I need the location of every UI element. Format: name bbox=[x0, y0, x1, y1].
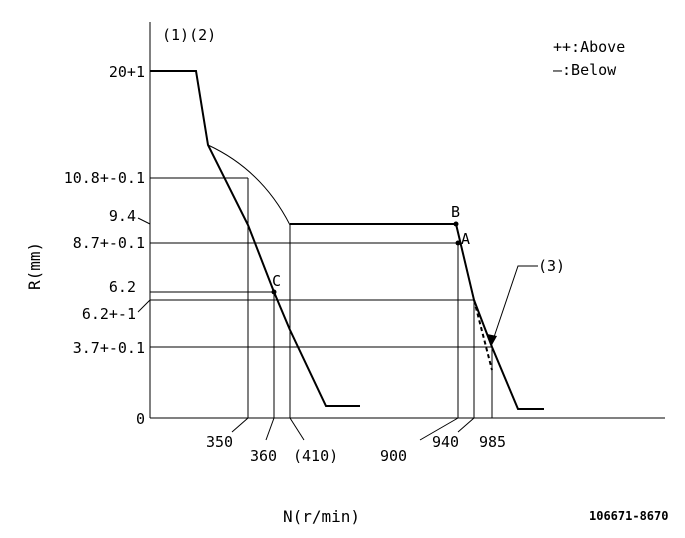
reference-number: 106671-8670 bbox=[589, 509, 668, 523]
main-curve-left bbox=[150, 70, 360, 407]
x-tick-360: 360 bbox=[250, 447, 277, 465]
x-tick-410: (410) bbox=[293, 447, 338, 465]
legend-above: ++:Above bbox=[553, 38, 625, 56]
y-tick-10-8: 10.8+-0.1 bbox=[64, 169, 145, 187]
dashed-curve bbox=[473, 299, 493, 371]
callout-leader bbox=[491, 265, 538, 344]
leader-900 bbox=[419, 417, 459, 441]
y-tick-8-7: 8.7+-0.1 bbox=[73, 234, 145, 252]
y-tick-3-7: 3.7+-0.1 bbox=[73, 339, 145, 357]
point-c-label: C bbox=[272, 272, 281, 290]
point-b-label: B bbox=[451, 203, 460, 221]
leader-940 bbox=[457, 417, 475, 433]
x-axis-title: N(r/min) bbox=[283, 507, 360, 526]
leader-6-2-tol bbox=[137, 299, 151, 313]
leader-350 bbox=[231, 417, 249, 433]
point-c-marker bbox=[271, 289, 277, 295]
legend-below: —:Below bbox=[553, 61, 617, 79]
x-tick-900: 900 bbox=[380, 447, 407, 465]
main-curve-right bbox=[455, 223, 544, 410]
point-a-marker bbox=[455, 240, 461, 246]
callout-label: (3) bbox=[538, 257, 565, 275]
point-a-label: A bbox=[461, 230, 470, 248]
y-tick-6-2-tol: 6.2+-1 bbox=[82, 305, 136, 323]
above-curve bbox=[207, 144, 291, 226]
y-axis-title: R(mm) bbox=[25, 242, 44, 290]
y-tick-9-4: 9.4 bbox=[109, 207, 136, 225]
y-tick-6-2: 6.2 bbox=[109, 278, 136, 296]
leader-410 bbox=[289, 417, 305, 441]
leader-9-4 bbox=[137, 217, 151, 225]
y-tick-20: 20+1 bbox=[109, 63, 145, 81]
x-tick-940: 940 bbox=[432, 433, 459, 451]
x-tick-350: 350 bbox=[206, 433, 233, 451]
point-b-marker bbox=[453, 221, 459, 227]
leader-360 bbox=[265, 417, 275, 441]
x-tick-985: 985 bbox=[479, 433, 506, 451]
header-note: (1)(2) bbox=[162, 26, 216, 44]
y-tick-0: 0 bbox=[136, 410, 145, 428]
callout-arrowhead bbox=[487, 334, 497, 345]
